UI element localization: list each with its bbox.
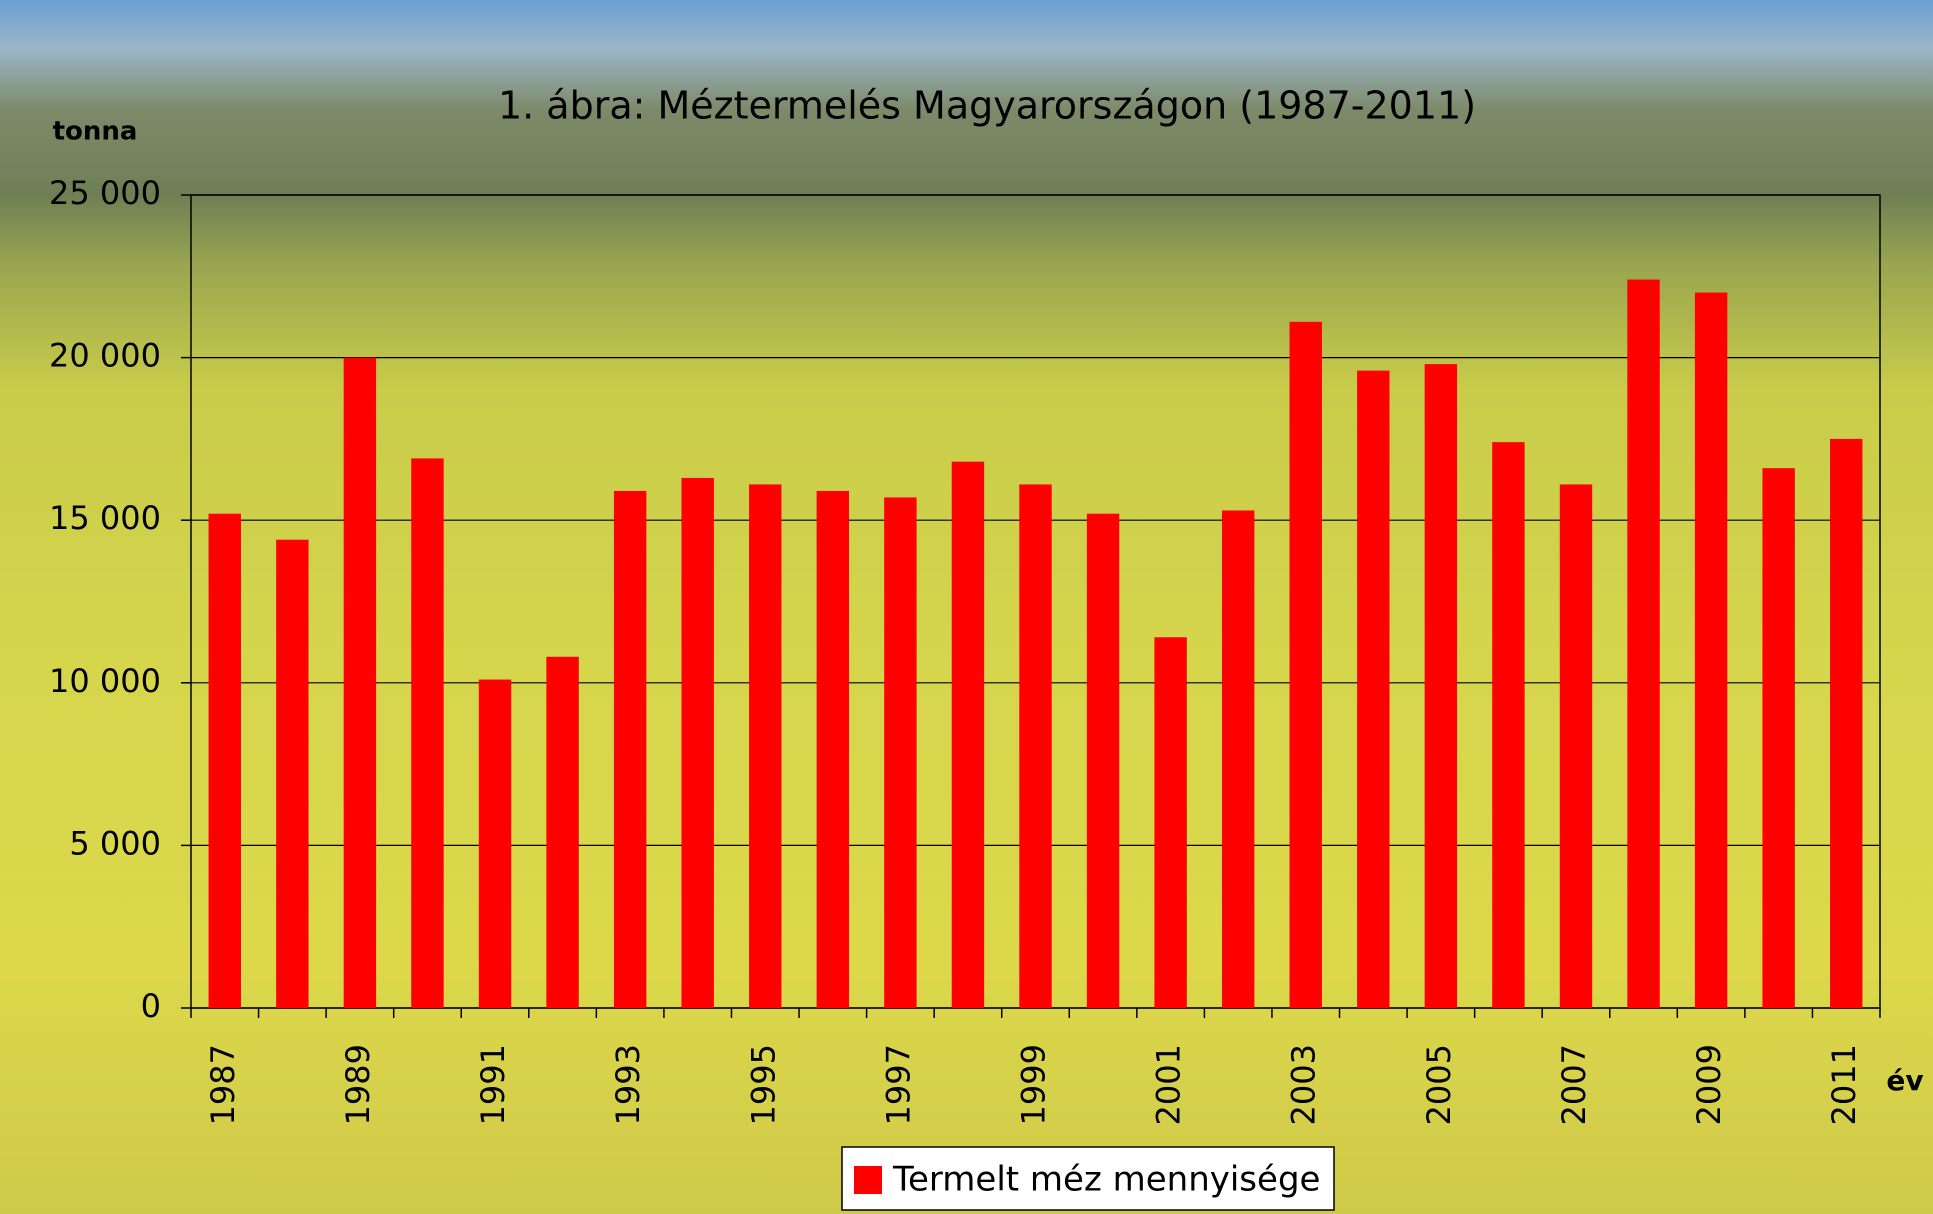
x-axis-label: év xyxy=(1886,1064,1923,1097)
x-tick-label: 2011 xyxy=(1825,1044,1863,1125)
x-tick-label: 1991 xyxy=(474,1044,512,1125)
bar xyxy=(749,484,781,1008)
y-tick-label: 20 000 xyxy=(49,337,161,375)
bar xyxy=(952,462,984,1008)
y-tick-label: 15 000 xyxy=(49,499,161,537)
bar xyxy=(1695,293,1727,1008)
chart: 1. ábra: Méztermelés Magyarországon (198… xyxy=(0,0,1933,1214)
chart-title: 1. ábra: Méztermelés Magyarországon (198… xyxy=(498,84,1476,128)
bar xyxy=(1492,442,1524,1008)
bar xyxy=(1087,514,1119,1008)
bar xyxy=(411,458,443,1008)
bar xyxy=(1222,510,1254,1008)
bar xyxy=(1154,637,1186,1008)
x-tick-label: 1997 xyxy=(879,1044,917,1125)
bar xyxy=(209,514,241,1008)
x-tick-label: 2005 xyxy=(1420,1044,1458,1125)
bar xyxy=(884,497,916,1008)
bar xyxy=(1357,371,1389,1008)
y-tick-label: 0 xyxy=(141,987,161,1025)
x-tick-label: 2009 xyxy=(1690,1044,1728,1125)
bar xyxy=(1425,364,1457,1008)
x-tick-label: 2007 xyxy=(1555,1044,1593,1125)
y-axis-label: tonna xyxy=(53,117,138,147)
bar xyxy=(546,657,578,1008)
bar xyxy=(1560,484,1592,1008)
bar xyxy=(1762,468,1794,1008)
page: 1. ábra: Méztermelés Magyarországon (198… xyxy=(0,0,1933,1214)
bar xyxy=(1290,322,1322,1008)
x-tick-label: 2001 xyxy=(1150,1044,1188,1125)
bar xyxy=(1019,484,1051,1008)
bar xyxy=(817,491,849,1008)
x-tick-label: 1995 xyxy=(744,1044,782,1125)
bar xyxy=(1830,439,1862,1008)
bar xyxy=(276,540,308,1008)
y-tick-label: 10 000 xyxy=(49,662,161,700)
x-tick-label: 1999 xyxy=(1015,1044,1053,1125)
x-tick-label: 2003 xyxy=(1285,1044,1323,1125)
y-tick-label: 5 000 xyxy=(69,824,161,862)
x-tick-label: 1989 xyxy=(339,1044,377,1125)
legend-swatch xyxy=(854,1166,882,1194)
bar xyxy=(479,680,511,1008)
x-tick-label: 1993 xyxy=(609,1044,647,1125)
bar xyxy=(614,491,646,1008)
bar xyxy=(1627,280,1659,1008)
bar xyxy=(344,358,376,1008)
x-tick-label: 1987 xyxy=(204,1044,242,1125)
y-tick-label: 25 000 xyxy=(49,174,161,212)
bar xyxy=(681,478,713,1008)
legend-label: Termelt méz mennyisége xyxy=(892,1160,1320,1200)
